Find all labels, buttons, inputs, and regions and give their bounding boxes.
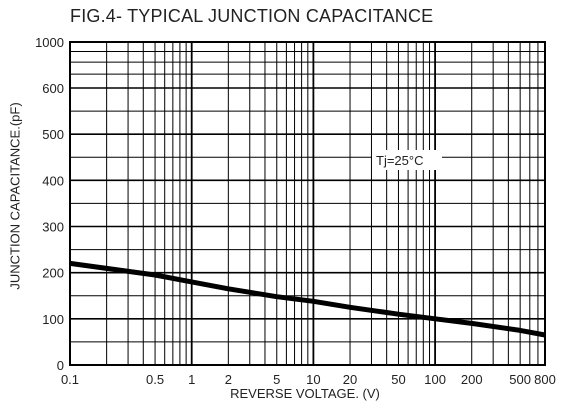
x-tick-label: 50 bbox=[391, 372, 405, 387]
x-tick-label: 0.1 bbox=[61, 372, 79, 387]
plot-frame bbox=[69, 41, 546, 366]
x-tick-label: 100 bbox=[424, 372, 446, 387]
y-tick-label: 400 bbox=[42, 173, 64, 188]
series-line bbox=[69, 260, 546, 338]
y-tick-label: 300 bbox=[42, 220, 64, 235]
annotation-background bbox=[372, 150, 442, 170]
x-tick-label: 200 bbox=[461, 372, 483, 387]
x-tick-label: 1 bbox=[188, 372, 195, 387]
y-tick-label: 0 bbox=[57, 358, 64, 373]
y-tick-label: 1000 bbox=[35, 35, 64, 50]
y-tick-label: 600 bbox=[42, 81, 64, 96]
grid-lines bbox=[69, 41, 546, 366]
y-tick-label: 500 bbox=[42, 127, 64, 142]
x-axis-label: REVERSE VOLTAGE. (V) bbox=[230, 386, 380, 401]
x-tick-label: 500 bbox=[509, 372, 531, 387]
y-tick-label: 100 bbox=[42, 312, 64, 327]
x-tick-label: 800 bbox=[534, 372, 556, 387]
series-group bbox=[69, 260, 546, 338]
tick-labels: 0.1 0.5 1 2 5 10 20 50 100 200 500 8000100200300400… bbox=[35, 35, 556, 387]
x-tick-label: 2 bbox=[225, 372, 232, 387]
x-tick-label: 5 bbox=[273, 372, 280, 387]
chart-title: FIG.4- TYPICAL JUNCTION CAPACITANCE bbox=[70, 6, 434, 26]
annotation-text: Tj=25°C bbox=[376, 153, 423, 168]
x-tick-label: 10 bbox=[306, 372, 320, 387]
x-tick-label: 20 bbox=[343, 372, 357, 387]
annotation-group: Tj=25°C bbox=[372, 150, 442, 170]
x-tick-label: 0.5 bbox=[146, 372, 164, 387]
y-tick-label: 200 bbox=[42, 266, 64, 281]
